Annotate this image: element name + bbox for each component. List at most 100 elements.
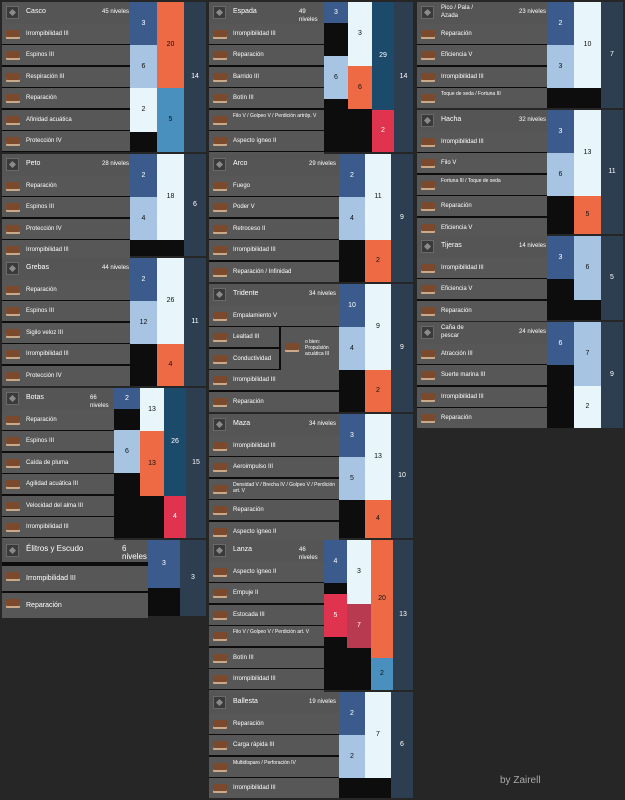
merge-cost-value: 6 (558, 170, 563, 178)
enchant-row: Irrompibilidad III (209, 669, 324, 689)
merge-cost-block: 3 (148, 540, 180, 588)
enchanted-book-icon (421, 392, 435, 402)
item-name-line: Pico / Pala / (441, 5, 474, 11)
item-name: Botas (26, 394, 44, 402)
merge-cost-value: 4 (141, 214, 146, 222)
merge-cost-block: 13 (140, 388, 164, 431)
merge-cost-block: 20 (157, 2, 184, 88)
enchant-label: Botín III (233, 654, 254, 661)
merge-cost-value: 13 (399, 611, 407, 618)
enchanted-book-icon (213, 354, 227, 364)
merge-cost-block: 3 (180, 540, 206, 616)
item-name-line: Élitros y Escudo (26, 544, 84, 553)
merge-cost-block: 4 (164, 496, 186, 538)
enchant-row: Agilidad acuática III (2, 474, 114, 495)
item-icon (6, 158, 19, 171)
enchanted-book-icon (6, 501, 20, 511)
merge-cost-value: 9 (400, 214, 404, 221)
merge-cost-block: 2 (371, 658, 393, 690)
enchant-row: Irrompibilidad III (417, 386, 547, 407)
enchant-row: Irrompibilidad III (417, 258, 547, 278)
item-icon (421, 114, 434, 127)
panel-arco: Arco 29 niveles Fuego Poder V Retroceso II Ir… (209, 154, 413, 282)
merge-cost-value: 2 (381, 127, 385, 134)
enchant-row: Toque de seda / Fortuna III (417, 88, 547, 109)
enchanted-book-icon (421, 371, 435, 381)
enchant-row: Densidad V / Brecha IV / Golpeo V / Perd… (209, 478, 339, 499)
enchant-label: Retroceso II (233, 225, 266, 232)
level-count: 34 niveles (309, 420, 336, 428)
enchant-row: Eficiencia V (417, 45, 547, 66)
enchant-row: Reparación (2, 593, 148, 618)
enchant-row: Irrompibilidad III (2, 517, 114, 537)
merge-cost-value: 4 (333, 557, 338, 565)
enchanted-book-icon (421, 138, 435, 147)
enchant-label: Lealtad III (233, 334, 260, 341)
merge-cost-block: 6 (547, 153, 574, 196)
level-count: 23 niveles (519, 8, 546, 16)
enchant-row: Espinos III (2, 301, 130, 322)
enchant-row: Irrompibilidad III (417, 132, 547, 152)
enchanted-book-icon (6, 371, 20, 381)
merge-cost-block: 5 (157, 88, 184, 152)
merge-cost-value: 3 (558, 127, 563, 135)
enchanted-book-icon (213, 30, 227, 39)
enchanted-book-icon (421, 72, 435, 82)
merge-cost-block: 2 (547, 2, 574, 45)
merge-cost-value: 3 (191, 574, 195, 581)
merge-cost-value: 2 (376, 387, 380, 394)
level-count-word: niveles (527, 9, 547, 15)
enchant-label: Irrompibilidad III (26, 575, 76, 582)
merge-cost-value: 4 (376, 515, 380, 522)
enchant-row: Multidisparo / Perforación IV (209, 756, 339, 777)
enchant-row: Reparación (417, 408, 547, 429)
enchant-label: Eficiencia V (441, 286, 473, 293)
merge-cost-value: 5 (333, 611, 338, 619)
level-count-value: 23 (519, 9, 526, 15)
alt-note: o bien: Propulsión acuática III (279, 327, 341, 370)
enchant-label: Respiración III (26, 73, 65, 80)
merge-cost-block: 6 (184, 154, 206, 256)
enchant-label: Irrompibilidad III (233, 247, 276, 254)
enchanted-book-icon (6, 246, 20, 256)
merge-cost-block: 13 (574, 110, 601, 196)
level-count-value: 34 (309, 291, 316, 297)
merge-cost-value: 10 (398, 472, 406, 479)
merge-cost-value: 5 (585, 211, 590, 218)
level-count-value: 45 (102, 9, 109, 15)
merge-cost-value: 3 (141, 19, 146, 27)
merge-cost-block: 3 (547, 110, 574, 153)
enchant-label: Irrompibilidad III (26, 31, 69, 37)
enchanted-book-icon (6, 307, 20, 317)
panel-hacha: Hacha 32 niveles Irrompibilidad III Filo V F… (417, 110, 623, 238)
panel-header: Pico / Pala / Azada 23 niveles (417, 2, 547, 24)
panel-tijeras: Tijeras 14 niveles Irrompibilidad III Efici… (417, 236, 623, 321)
merge-cost-value: 5 (168, 116, 173, 123)
merge-cost-value: 20 (166, 41, 175, 48)
level-count-word: niveles (527, 117, 547, 123)
enchant-row: Velocidad del alma III (2, 495, 114, 516)
merge-cost-value: 18 (166, 193, 175, 200)
enchant-row: Irrompibilidad III (209, 240, 339, 261)
enchant-label: Irrompibilidad III (233, 676, 276, 682)
enchant-row: Reparación (209, 714, 339, 734)
level-count-value: 66 (90, 395, 97, 401)
enchanted-book-icon (213, 442, 227, 451)
enchant-row: Suerte marina III (417, 365, 547, 386)
item-icon (6, 392, 19, 405)
enchant-row: Espinos III (2, 431, 114, 452)
item-name-line: Espada (233, 8, 257, 15)
enchant-row: Reparación (2, 410, 114, 430)
item-icon (213, 544, 226, 557)
enchanted-book-icon (6, 94, 20, 104)
merge-cost-block: 2 (130, 88, 157, 132)
enchant-label: Atracción III (441, 351, 473, 357)
merge-cost-block: 29 (372, 2, 394, 110)
panel-header: Grebas 44 niveles (2, 258, 130, 280)
level-count: 44 niveles (102, 264, 129, 272)
enchant-row: Poder V (209, 197, 339, 218)
level-count-word: niveles (90, 403, 109, 409)
enchanted-book-icon (6, 72, 20, 82)
level-count-value: 49 (299, 9, 306, 15)
level-count: 14 niveles (519, 242, 546, 250)
